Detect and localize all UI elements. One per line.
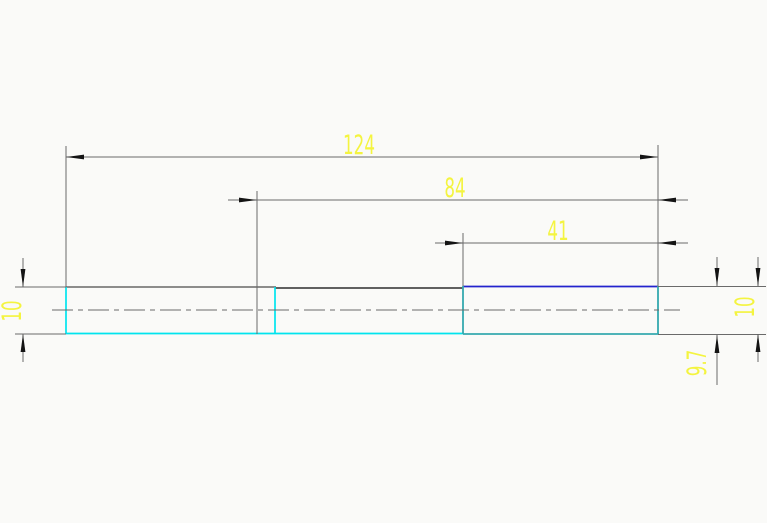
dim-10R-label: 10 (730, 296, 761, 317)
dim-10L-arrow-top-icon (20, 269, 26, 287)
dim-84-arrow-right-icon (658, 197, 676, 203)
dim-41-arrow-right-icon (658, 240, 676, 246)
dimension-84: 84 (228, 173, 688, 334)
dim-124-arrow-left-icon (66, 154, 84, 160)
dimension-41: 41 (435, 216, 688, 286)
dimension-124: 124 (65, 130, 659, 287)
dim-97-arrow-bottom-icon (714, 335, 720, 353)
dim-10L-label: 10 (0, 300, 28, 321)
dim-124-label: 124 (343, 130, 375, 161)
dim-10R-arrow-top-icon (755, 268, 761, 286)
dim-84-arrow-left-icon (239, 197, 257, 203)
dim-10L-arrow-bottom-icon (20, 334, 26, 352)
dim-97-arrow-top-icon (714, 268, 720, 286)
dim-41-label: 41 (547, 216, 568, 247)
dim-10R-arrow-bottom-icon (755, 334, 761, 352)
dimension-9-7: 9.7 (682, 257, 720, 385)
shaft-outline (52, 285, 680, 335)
dim-84-label: 84 (444, 173, 465, 204)
dim-41-arrow-left-icon (445, 240, 463, 246)
dimension-10-right: 10 (730, 257, 761, 362)
dim-124-arrow-right-icon (640, 154, 658, 160)
right-extension-lines (658, 286, 766, 335)
dimension-10-left: 10 (0, 258, 66, 362)
dim-97-label: 9.7 (682, 350, 713, 377)
